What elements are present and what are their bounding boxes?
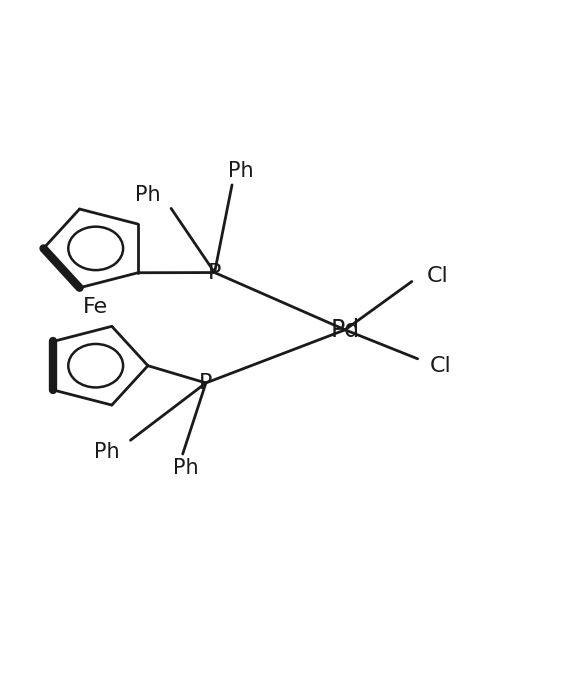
Text: Fe: Fe — [83, 297, 108, 317]
Text: Cl: Cl — [427, 266, 449, 286]
Text: Ph: Ph — [228, 161, 253, 181]
Text: Ph: Ph — [173, 458, 198, 477]
Text: P: P — [199, 373, 213, 393]
Text: Cl: Cl — [430, 356, 452, 375]
Text: Ph: Ph — [135, 185, 161, 204]
Text: P: P — [208, 263, 222, 282]
Text: Ph: Ph — [95, 442, 120, 462]
Text: Pd: Pd — [331, 318, 360, 342]
